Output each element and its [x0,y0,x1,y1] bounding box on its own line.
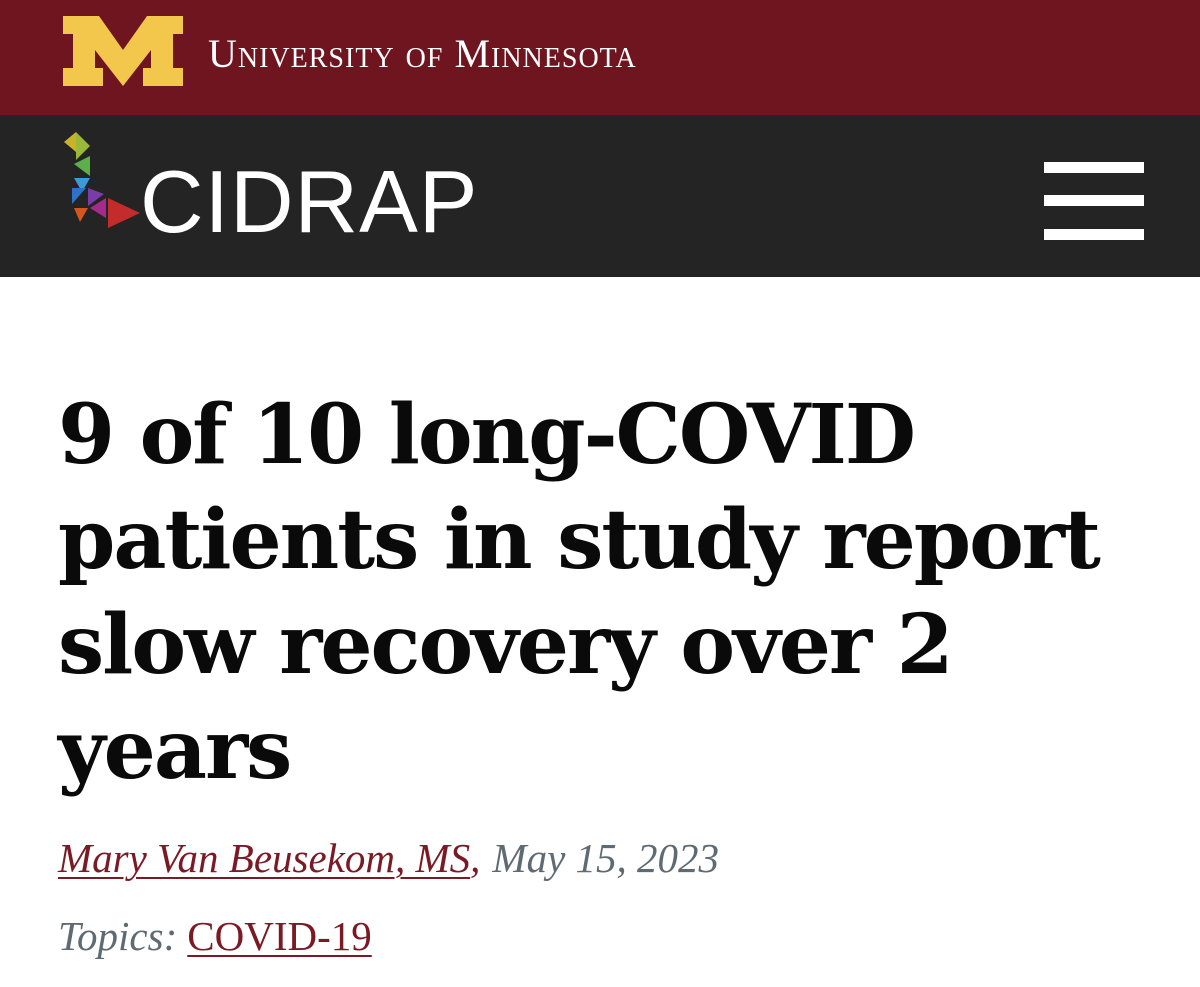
university-header-bar: University of Minnesota [0,0,1200,115]
byline-separator: , [470,835,481,881]
publish-date: May 15, 2023 [492,835,720,881]
cidrap-logo-icon[interactable] [60,128,142,232]
menu-line [1044,162,1144,173]
author-link[interactable]: Mary Van Beusekom, MS [58,835,471,881]
topic-link-covid-19[interactable]: COVID-19 [187,913,372,959]
article-topics: Topics: COVID-19 [58,908,372,964]
hamburger-menu-button[interactable] [1040,160,1148,242]
site-header-bar: CIDRAP [0,115,1200,277]
topics-label: Topics: [58,913,178,959]
menu-line [1044,229,1144,240]
site-logo-wordmark[interactable]: CIDRAP [140,152,479,251]
block-m-logo-icon[interactable] [55,12,191,90]
article-title: 9 of 10 long-COVID patients in study rep… [58,387,1101,798]
university-name[interactable]: University of Minnesota [208,31,637,76]
article-byline: Mary Van Beusekom, MS, May 15, 2023 [58,830,719,886]
menu-line [1044,195,1144,206]
